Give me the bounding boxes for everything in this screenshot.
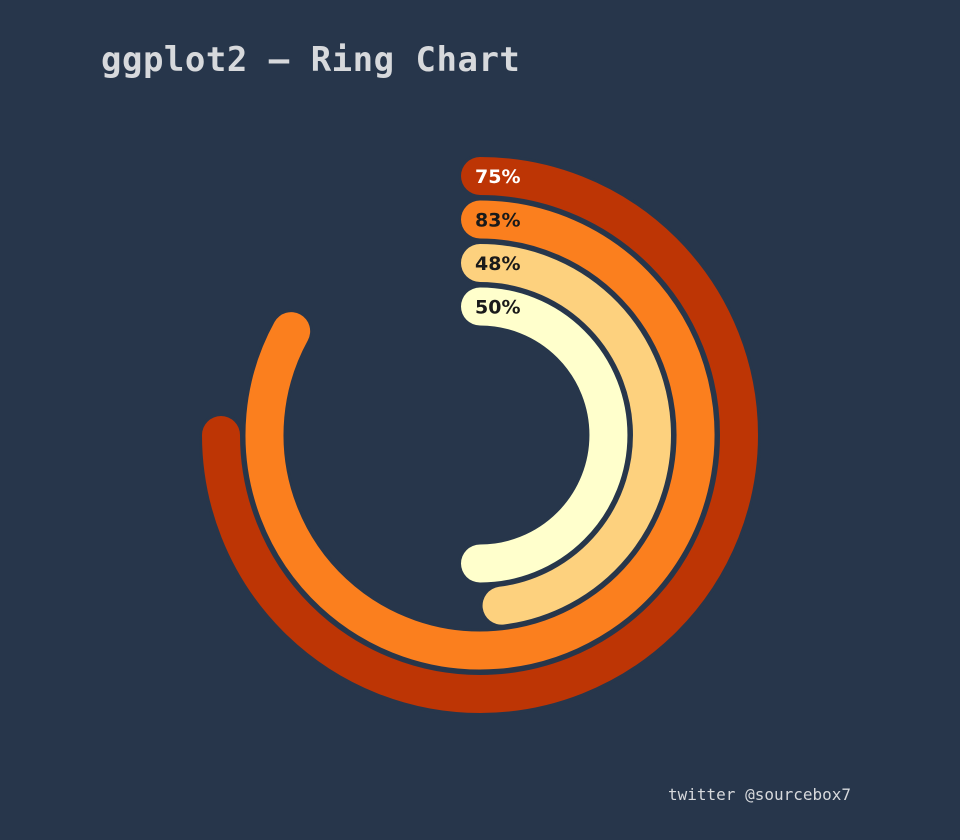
ring-label-1: 75% <box>475 166 520 188</box>
ring-label-4: 50% <box>475 297 520 319</box>
ring-arc-4 <box>461 287 628 583</box>
ring-arc-2 <box>245 200 715 670</box>
rings-group <box>199 154 761 716</box>
labels-group: 75% 83% 48% 50% <box>475 166 520 319</box>
chart-title: ggplot2 – Ring Chart <box>101 40 521 80</box>
credit-text: twitter @sourcebox7 <box>668 785 852 804</box>
ring-arc-1 <box>202 157 758 713</box>
ring-label-2: 83% <box>475 210 520 232</box>
ring-label-3: 48% <box>475 253 520 275</box>
ring-arc-3 <box>461 244 671 625</box>
